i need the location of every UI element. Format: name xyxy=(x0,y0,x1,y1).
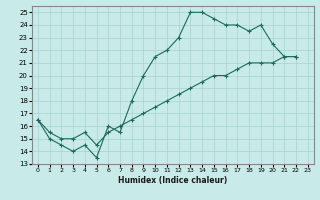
X-axis label: Humidex (Indice chaleur): Humidex (Indice chaleur) xyxy=(118,176,228,185)
